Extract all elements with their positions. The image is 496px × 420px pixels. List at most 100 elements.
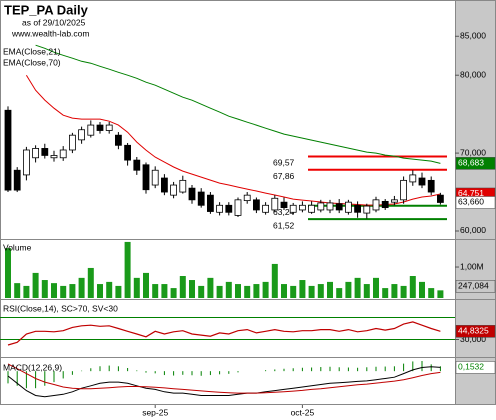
volume-bar — [216, 285, 223, 298]
volume-bar — [262, 281, 269, 298]
line — [35, 44, 441, 164]
candle-body — [160, 177, 168, 193]
candle-body — [41, 148, 49, 156]
candle-body — [400, 179, 408, 201]
panel-title: MACD(12,26,9) — [3, 362, 62, 372]
last-value-box — [455, 280, 496, 293]
candle-body — [427, 179, 435, 193]
legend-entry: EMA(Close,21) — [3, 46, 61, 56]
volume-bar — [437, 290, 444, 298]
level-label: 67,86 — [273, 171, 295, 181]
level-label: 63,24 — [273, 207, 295, 217]
subtitle: as of 29/10/2025 — [22, 17, 86, 27]
volume-bar — [152, 284, 159, 298]
candle-body — [142, 164, 150, 191]
volume-bar — [373, 277, 379, 298]
volume-bar — [198, 285, 205, 298]
volume-bar — [281, 284, 287, 298]
volume-bar — [133, 277, 140, 298]
volume-bar — [253, 284, 260, 298]
volume-bar — [23, 285, 30, 298]
volume-bar — [161, 284, 168, 298]
volume-bar — [41, 280, 48, 298]
line — [7, 363, 441, 394]
panel-title: Volume — [3, 242, 32, 252]
volume-bar — [363, 284, 370, 298]
volume-bar — [409, 276, 416, 298]
candle-body — [243, 194, 251, 202]
volume-bar — [235, 284, 241, 298]
candle-body — [179, 179, 187, 193]
volume-bar — [115, 285, 122, 298]
candle-body — [335, 203, 343, 211]
volume-bar — [400, 285, 407, 298]
candle-body — [4, 109, 12, 191]
volume-bar — [207, 277, 214, 298]
candle-body — [50, 155, 58, 159]
last-value-box — [455, 325, 496, 338]
candle-body — [326, 202, 334, 211]
candle-body — [216, 204, 224, 213]
volume-bar — [299, 280, 306, 298]
volume-bar — [179, 276, 186, 298]
x-tick-label: oct-25 — [291, 407, 315, 417]
chart-title: TEP_PA Daily — [4, 2, 89, 17]
last-value-label: 44,8325 — [458, 326, 489, 336]
volume-bar — [382, 288, 389, 298]
candle-body — [124, 144, 131, 161]
last-value-label: 247,084 — [458, 281, 489, 291]
volume-bar — [225, 281, 232, 298]
volume-bar — [106, 281, 113, 298]
candle-body — [344, 201, 352, 213]
candle-body — [32, 148, 39, 159]
candle-body — [170, 184, 178, 196]
candle-body — [308, 204, 316, 213]
marks: 60,000 70,000 80,000 85,000 69,57 67,86 63,24 6… — [0, 31, 496, 417]
volume-bar — [391, 284, 398, 298]
volume-bar — [14, 283, 21, 298]
volume-bar — [143, 272, 149, 298]
panel-title: RSI(Close,14), SC>70, SV<30 — [3, 303, 118, 313]
y-tick-label: 30,000 — [460, 334, 486, 344]
candle-body — [225, 204, 233, 213]
volume-bar — [428, 288, 435, 298]
last-value-box — [455, 157, 496, 170]
x-tick-label: sep-25 — [142, 407, 168, 417]
level-label: 69,57 — [273, 158, 295, 168]
volume-bar — [69, 284, 76, 298]
candle-body — [197, 191, 205, 206]
candle-body — [262, 204, 270, 213]
candle-body — [87, 124, 95, 136]
volume-bar — [290, 285, 297, 298]
volume-bar — [124, 241, 131, 298]
candle-body — [115, 134, 122, 146]
candle-body — [252, 199, 260, 211]
volume-bar — [5, 248, 11, 298]
y-tick-label: 60,000 — [460, 225, 486, 235]
candle-body — [372, 199, 380, 211]
volume-bar — [32, 272, 39, 298]
y-tick-label: 70,000 — [460, 147, 486, 157]
source: www.wealth-lab.com — [11, 28, 89, 38]
candle-body — [381, 200, 389, 209]
candle-body — [78, 129, 85, 141]
candle-body — [280, 201, 288, 209]
candle-body — [234, 199, 242, 216]
line — [25, 74, 441, 206]
volume-bar — [317, 284, 324, 298]
last-value-box — [455, 361, 496, 374]
candle-body — [317, 202, 325, 211]
volume-bar — [51, 283, 57, 298]
candle-body — [69, 134, 76, 151]
candle-body — [133, 159, 141, 171]
volume-bar — [327, 281, 333, 298]
volume-bar — [419, 281, 425, 298]
candle-body — [271, 197, 279, 211]
volume-bar — [271, 263, 278, 298]
volume-bar — [170, 288, 177, 298]
candle-body — [59, 149, 67, 159]
volume-bar — [308, 285, 315, 298]
frame — [0, 0, 496, 405]
candle-body — [206, 194, 214, 212]
